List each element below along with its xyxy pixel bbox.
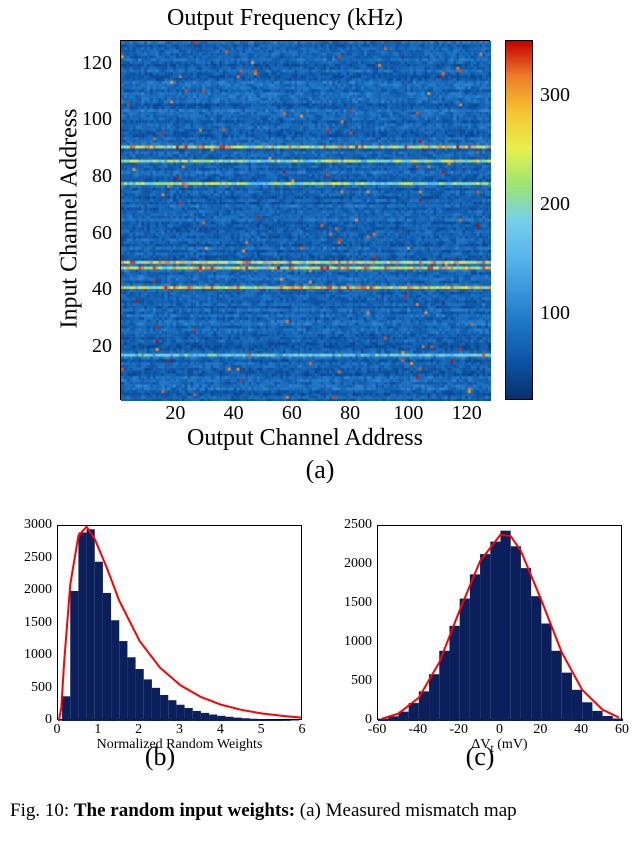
hist-ytick: 2500 xyxy=(7,550,52,566)
hist-xtick: -60 xyxy=(362,722,392,738)
heatmap-ytick: 100 xyxy=(72,108,112,131)
heatmap-xtick: 20 xyxy=(155,402,195,425)
hist-xtick: 60 xyxy=(607,722,637,738)
hist-ytick: 1000 xyxy=(327,634,372,650)
hist-ytick: 500 xyxy=(327,673,372,689)
histogram-b-plot xyxy=(57,525,302,720)
hist-ytick: 500 xyxy=(7,680,52,696)
caption-prefix: Fig. 10: xyxy=(10,800,69,821)
heatmap-ytick: 40 xyxy=(72,278,112,301)
hist-xtick: 5 xyxy=(246,722,276,738)
hist-xtick: 6 xyxy=(287,722,317,738)
hist-ytick: 1500 xyxy=(327,595,372,611)
hist-xtick: -40 xyxy=(403,722,433,738)
heatmap-plot-area xyxy=(120,40,490,400)
histogram-b-xlabel: Normalized Random Weights xyxy=(57,737,302,753)
heatmap-ytick: 60 xyxy=(72,222,112,245)
hist-xtick: -20 xyxy=(444,722,474,738)
heatmap-ytick: 80 xyxy=(72,165,112,188)
heatmap-xtick: 100 xyxy=(388,402,428,425)
heatmap-ytick: 120 xyxy=(72,52,112,75)
histogram-panel-c: 05001000150020002500 -60-40-200204060 ΔV… xyxy=(325,520,635,770)
hist-xtick: 2 xyxy=(124,722,154,738)
hist-ytick: 3000 xyxy=(7,517,52,533)
hist-xtick: 0 xyxy=(485,722,515,738)
heatmap-xtick: 60 xyxy=(272,402,312,425)
histogram-b-svg xyxy=(58,526,303,721)
caption-rest: (a) Measured mismatch map xyxy=(300,800,517,821)
histogram-c-svg xyxy=(378,526,623,721)
heatmap-xtick: 120 xyxy=(447,402,487,425)
heatmap-xtick: 80 xyxy=(330,402,370,425)
hist-ytick: 2000 xyxy=(7,582,52,598)
colorbar-tick: 100 xyxy=(540,302,570,325)
caption-bold: The random input weights: xyxy=(74,800,295,821)
hist-xtick: 4 xyxy=(205,722,235,738)
delta-label: ΔVt (mV) xyxy=(471,737,527,752)
hist-xtick: 40 xyxy=(566,722,596,738)
heatmap-canvas xyxy=(121,41,491,401)
histogram-c-xlabel: ΔVt (mV) xyxy=(377,737,622,755)
heatmap-ytick: 20 xyxy=(72,335,112,358)
hist-ytick: 2500 xyxy=(327,517,372,533)
heatmap-panel-a: Output Frequency (kHz) Input Channel Add… xyxy=(50,5,600,475)
colorbar-tick: 300 xyxy=(540,84,570,107)
histogram-c-plot xyxy=(377,525,622,720)
sublabel-a: (a) xyxy=(0,455,640,485)
heatmap-xtick: 40 xyxy=(214,402,254,425)
heatmap-title: Output Frequency (kHz) xyxy=(50,5,520,32)
hist-xtick: 20 xyxy=(525,722,555,738)
hist-xtick: 0 xyxy=(42,722,72,738)
hist-xtick: 3 xyxy=(165,722,195,738)
figure-container: Output Frequency (kHz) Input Channel Add… xyxy=(0,0,640,845)
hist-xtick: 1 xyxy=(83,722,113,738)
heatmap-xlabel: Output Channel Address xyxy=(120,425,490,452)
histogram-panel-b: 050010001500200025003000 0123456 Normali… xyxy=(5,520,315,770)
colorbar xyxy=(505,40,533,400)
hist-ytick: 1000 xyxy=(7,647,52,663)
figure-caption: Fig. 10: The random input weights: (a) M… xyxy=(10,800,630,822)
colorbar-tick: 200 xyxy=(540,193,570,216)
hist-ytick: 2000 xyxy=(327,556,372,572)
hist-ytick: 1500 xyxy=(7,615,52,631)
